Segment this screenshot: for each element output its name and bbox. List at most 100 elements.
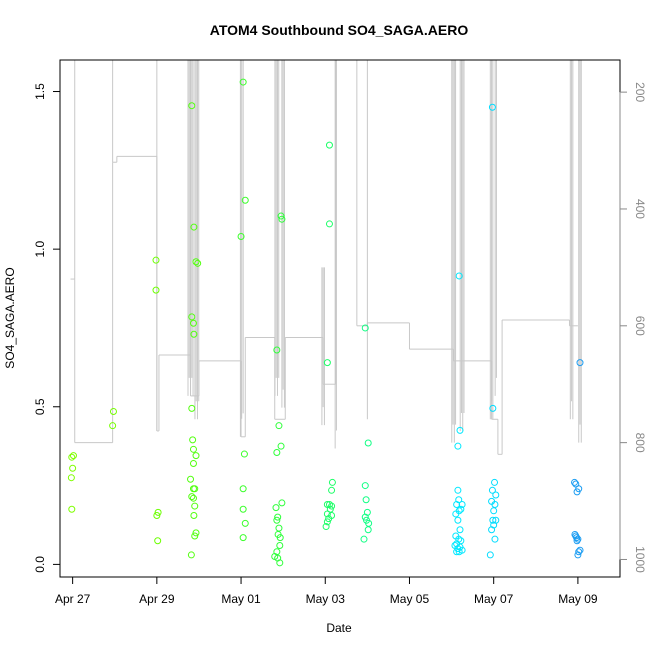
data-point (190, 512, 198, 520)
data-point (188, 404, 196, 412)
data-point (278, 215, 286, 223)
y-tick-label: 1.5 (33, 83, 47, 100)
data-point (452, 510, 460, 518)
data-point (323, 510, 331, 518)
data-point (322, 523, 330, 531)
data-point (325, 500, 333, 508)
secondary-tick-label: 600 (633, 316, 647, 336)
data-point (152, 256, 160, 264)
x-tick-label: May 09 (558, 592, 598, 606)
data-point (492, 491, 500, 499)
data-point (277, 442, 285, 450)
data-point (188, 102, 196, 110)
x-tick-label: May 03 (306, 592, 346, 606)
data-point (240, 450, 248, 458)
secondary-tick-label: 400 (633, 199, 647, 219)
data-point (323, 359, 331, 367)
data-point (190, 223, 198, 231)
data-point (276, 541, 284, 549)
data-point (68, 453, 76, 461)
data-point (187, 551, 195, 559)
data-point (188, 493, 196, 501)
data-point (491, 478, 499, 486)
data-point (187, 475, 195, 483)
data-point (273, 448, 281, 456)
data-point (325, 220, 333, 228)
data-point (277, 212, 285, 220)
data-point (458, 500, 466, 508)
data-point (237, 233, 245, 241)
data-point (272, 504, 280, 512)
x-tick-label: May 05 (390, 592, 430, 606)
data-point (328, 502, 336, 510)
data-point (276, 534, 284, 542)
data-point (154, 508, 162, 516)
data-point (191, 485, 199, 493)
data-point (364, 439, 372, 447)
axes-layer: Apr 27 Apr 29 May 01 May 03 May 05 May 07 May … (33, 82, 647, 606)
data-point (456, 526, 464, 534)
secondary-tick-label: 200 (633, 82, 647, 102)
data-point (189, 460, 197, 468)
data-point (275, 422, 283, 430)
data-point (454, 442, 462, 450)
data-point (241, 196, 249, 204)
y-tick-label: 1.0 (33, 240, 47, 257)
data-point (189, 436, 197, 444)
data-point (67, 474, 75, 482)
data-point (328, 486, 336, 494)
y-tick-label: 0.0 (33, 556, 47, 573)
data-point (454, 516, 462, 524)
data-point (360, 535, 368, 543)
x-axis-label: Date (326, 621, 352, 635)
data-point (153, 512, 161, 520)
data-point (361, 324, 369, 332)
data-point (191, 502, 199, 510)
x-tick-label: Apr 29 (139, 592, 175, 606)
x-tick-label: Apr 27 (55, 592, 91, 606)
data-point (192, 452, 200, 460)
data-point (489, 516, 497, 524)
data-point (571, 478, 579, 486)
data-point (109, 422, 117, 430)
data-point (189, 319, 197, 327)
data-point (455, 548, 463, 556)
data-point (152, 286, 160, 294)
data-point (364, 526, 372, 534)
data-point (456, 426, 464, 434)
data-point (154, 537, 162, 545)
data-points-layer (67, 78, 584, 567)
data-point (361, 513, 369, 521)
data-point (191, 532, 199, 540)
data-point (188, 313, 196, 321)
data-point (453, 548, 461, 556)
data-point (274, 513, 282, 521)
flight-track-layer (70, 59, 582, 455)
data-point (490, 507, 498, 515)
data-point (194, 259, 202, 267)
data-point (189, 494, 197, 502)
secondary-tick-label: 800 (633, 433, 647, 453)
data-point (573, 488, 581, 496)
data-point (239, 485, 247, 493)
data-point (239, 505, 247, 513)
data-point (457, 505, 465, 513)
data-point (69, 464, 77, 472)
data-point (192, 258, 200, 266)
data-point (278, 499, 286, 507)
data-point (328, 478, 336, 486)
data-point (68, 505, 76, 513)
data-point (574, 551, 582, 559)
y-tick-label: 0.5 (33, 398, 47, 415)
x-tick-label: May 01 (221, 592, 261, 606)
data-point (189, 445, 197, 453)
data-point (192, 529, 200, 537)
chart-title: ATOM4 Southbound SO4_SAGA.AERO (210, 22, 469, 38)
data-point (488, 526, 496, 534)
data-point (361, 482, 369, 490)
x-tick-label: May 07 (474, 592, 514, 606)
data-point (325, 515, 333, 523)
data-point (190, 330, 198, 338)
y-axis-label: SO4_SAGA.AERO (3, 267, 17, 368)
